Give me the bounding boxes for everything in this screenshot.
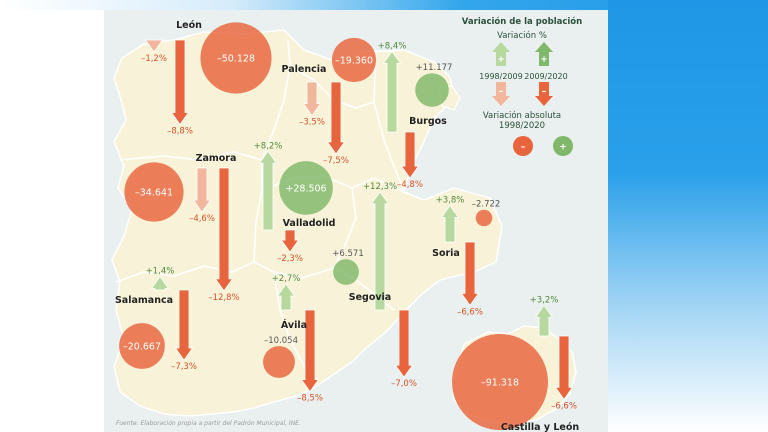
arrow-2009-2020-le-n (170, 39, 190, 126)
legend-minus-b: – (542, 87, 547, 97)
legend-abs-title-1: Variación absoluta (483, 110, 561, 121)
legend-arrow-up-a (492, 42, 510, 66)
arrow-2009-2020-soria (460, 241, 480, 307)
bubble-le-n (200, 22, 272, 94)
arrow-1998-2009-burgos (382, 50, 402, 133)
bubble-label-salamanca: –20.667 (123, 342, 161, 353)
pct-2009-2020-zamora: –12,8% (208, 293, 239, 303)
province-name-soria: Soria (432, 248, 460, 259)
arrow-1998-2009-salamanca (150, 275, 170, 291)
arrow-1998-2009-le-n (144, 39, 164, 53)
bubble-salamanca (119, 323, 165, 369)
bubble-castilla-y-le-n (452, 334, 548, 430)
province-name-castilla-y-le-n: Castilla y León (501, 422, 580, 432)
pct-1998-2009--vila: +2,7% (272, 274, 301, 284)
pct-2009-2020-le-n: –8,8% (167, 126, 193, 136)
legend-period-b: 2009/2020 (524, 72, 567, 81)
pct-1998-2009-valladolid: +8,2% (254, 141, 283, 151)
pct-1998-2009-burgos: +8,4% (378, 41, 407, 51)
bubble-label-segovia: +6.571 (332, 249, 363, 259)
province-name-zamora: Zamora (196, 153, 237, 164)
legend-plus-a: + (497, 55, 505, 65)
bubble-label-soria: –2.722 (472, 200, 501, 210)
legend-abs-title-2: 1998/2020 (499, 121, 545, 131)
pct-1998-2009-le-n: –1,2% (141, 54, 167, 64)
legend-period-a: 1998/2009 (479, 72, 522, 81)
legend-circle-plus (553, 136, 573, 156)
bubble-burgos (415, 73, 449, 107)
arrow-2009-2020-salamanca (174, 289, 194, 361)
bubble-label-le-n: –50.128 (217, 54, 255, 65)
frame-top-bar (0, 0, 768, 10)
pct-1998-2009-palencia: –3,5% (299, 118, 325, 128)
pct-2009-2020-burgos: –4,8% (397, 180, 423, 190)
pct-1998-2009-zamora: –4,6% (189, 214, 215, 224)
province-name-segovia: Segovia (349, 292, 391, 303)
legend-arrow-down-b (535, 82, 553, 106)
legend-circle-plus-sign: + (559, 143, 567, 153)
arrow-2009-2020-valladolid (280, 229, 300, 253)
legend-pct-title: Variación % (497, 30, 547, 41)
arrow-1998-2009-soria (440, 204, 460, 243)
arrow-2009-2020-zamora (214, 167, 234, 292)
province-name-palencia: Palencia (282, 64, 327, 75)
province-name-burgos: Burgos (409, 116, 447, 127)
arrow-1998-2009-castilla-y-le-n (534, 304, 554, 337)
pct-1998-2009-castilla-y-le-n: +3,2% (530, 295, 559, 305)
source-note: Fuente: Elaboración propia a partir del … (116, 420, 301, 427)
pct-1998-2009-segovia: +12,3% (363, 182, 397, 192)
bubble--vila (263, 346, 295, 378)
pct-2009-2020-palencia: –7,5% (323, 156, 349, 166)
province-name-valladolid: Valladolid (283, 218, 336, 229)
pct-2009-2020-soria: –6,6% (457, 307, 483, 317)
map-panel: –50.128 –1,2% –8,8% León –19.360 –3,5% –7,5% Pa… (104, 10, 608, 432)
pct-2009-2020-valladolid: –2,3% (277, 254, 303, 264)
arrow-1998-2009-valladolid (258, 150, 278, 231)
pct-1998-2009-salamanca: +1,4% (146, 267, 175, 277)
legend-arrow-down-a (492, 82, 510, 106)
frame-right-bar (608, 0, 768, 432)
bubble-label--vila: –10.054 (264, 336, 298, 346)
pct-2009-2020-salamanca: –7,3% (171, 362, 197, 372)
bubble-zamora (124, 162, 184, 222)
bubble-label-castilla-y-le-n: –91.318 (481, 378, 519, 389)
pct-2009-2020-castilla-y-le-n: –6,6% (551, 401, 577, 411)
province-name-salamanca: Salamanca (115, 295, 173, 306)
map-canvas: –50.128 –1,2% –8,8% León –19.360 –3,5% –7,5% Pa… (111, 16, 582, 432)
bubble-valladolid (279, 161, 333, 215)
bubble-label-burgos: +11.177 (416, 63, 453, 73)
legend-minus-a: – (499, 87, 504, 97)
legend-circle-minus (513, 136, 533, 156)
bubble-label-zamora: –34.641 (135, 188, 173, 199)
legend-arrow-up-b (535, 42, 553, 66)
pct-2009-2020--vila: –8,5% (297, 394, 323, 404)
region-shape (111, 29, 503, 417)
pct-2009-2020-segovia: –7,0% (391, 379, 417, 389)
arrow-1998-2009--vila (276, 283, 296, 311)
arrow-2009-2020-castilla-y-le-n (554, 335, 574, 401)
province-name--vila: Ávila (281, 319, 307, 331)
bubble-segovia (333, 259, 359, 285)
pct-1998-2009-soria: +3,8% (436, 196, 465, 206)
arrow-1998-2009-palencia (302, 81, 322, 117)
arrow-1998-2009-zamora (192, 167, 212, 213)
bubble-label-valladolid: +28.506 (285, 184, 326, 195)
bubble-label-palencia: –19.360 (335, 56, 373, 67)
bubble-soria (475, 209, 493, 227)
legend-circle-minus-sign: – (521, 143, 526, 153)
arrow-2009-2020--vila (300, 309, 320, 393)
legend-title: Variación de la población (462, 16, 582, 27)
arrow-2009-2020-palencia (326, 81, 346, 155)
arrow-2009-2020-burgos (400, 131, 420, 179)
legend-plus-b: + (540, 55, 548, 65)
bubble-palencia (331, 37, 377, 83)
arrow-1998-2009-segovia (370, 191, 390, 311)
province-name-le-n: León (176, 20, 202, 31)
arrow-2009-2020-segovia (394, 309, 414, 378)
